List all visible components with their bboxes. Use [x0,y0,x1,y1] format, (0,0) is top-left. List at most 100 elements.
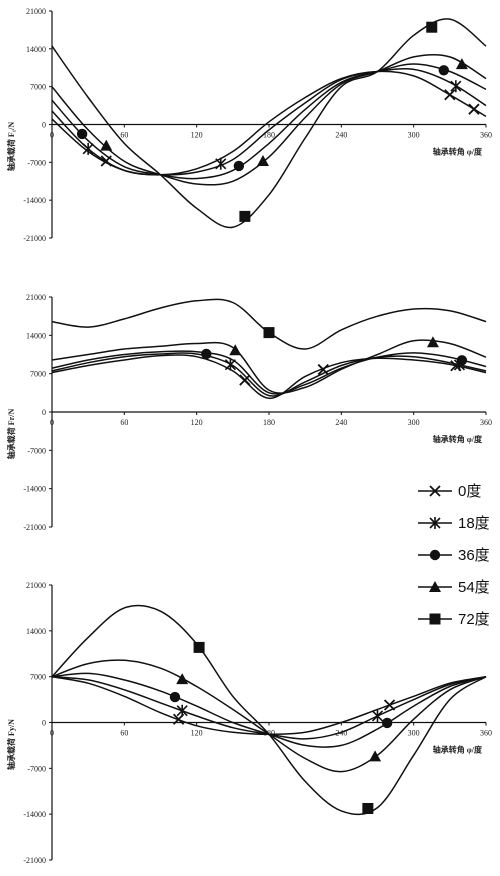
y-tick-label: -14000 [23,196,46,205]
y-tick-label: 7000 [30,370,46,379]
x-tick-label: 180 [263,418,275,427]
y-tick-label: -14000 [23,485,46,494]
x-tick-label: 240 [335,131,347,140]
series-marker-0 [444,89,456,101]
y-tick-label: -14000 [23,810,46,819]
legend-label: 0度 [458,483,481,500]
series-line-0 [51,354,487,400]
series-line-4 [51,604,487,816]
y-tick-label: -7000 [27,446,46,455]
y-tick-label: 14000 [26,627,46,636]
series-marker-1 [371,709,384,722]
legend-marker-icon [429,549,441,561]
x-tick-label: 60 [120,131,128,140]
legend-marker-icon [429,613,441,625]
series-marker-0 [317,363,329,376]
legend: 0度 18度 36度 54度 72度 [418,483,490,628]
series-marker-1 [215,157,227,170]
y-tick-label: 7000 [30,83,46,92]
x-tick-label: 60 [120,418,128,427]
x-axis-label: 轴承转角 φ/度 [433,745,483,755]
y-tick-label: -21000 [23,523,46,532]
x-tick-label: 180 [263,729,275,738]
legend-marker-icon [429,581,441,592]
series-line-4 [51,298,487,350]
series-marker-1 [176,704,188,717]
x-axis-label: 轴承转角 φ/度 [433,434,483,444]
legend-label: 54度 [458,579,490,596]
series-marker-1 [450,80,462,93]
y-tick-label: 21000 [26,7,46,16]
y-tick-label: -21000 [23,234,46,243]
x-tick-label: 180 [263,131,275,140]
x-tick-label: 240 [335,418,347,427]
series-line-1 [51,352,487,397]
series-marker-2 [201,348,212,360]
legend-marker-icon [429,485,441,497]
y-tick-label: -7000 [27,158,46,167]
legend-label: 72度 [458,611,490,628]
x-tick-label: 300 [408,729,420,738]
x-tick-label: 0 [50,729,54,738]
series-marker-3 [426,336,439,348]
series-marker-3 [455,58,468,70]
x-tick-label: 360 [480,729,492,738]
series-marker-3 [369,750,382,762]
series-marker-2 [233,160,245,172]
y-tick-label: 21000 [26,293,46,302]
series-marker-2 [381,717,393,729]
series-marker-4 [426,21,438,33]
series-marker-4 [263,327,275,339]
y-tick-label: 14000 [26,45,46,54]
x-tick-label: 60 [120,729,128,738]
series-marker-2 [76,128,88,140]
series-line-1 [51,67,487,176]
series-marker-0 [468,103,480,115]
legend-item: 0度 [418,483,481,500]
series-marker-0 [239,374,251,386]
x-tick-label: 360 [480,131,492,140]
x-tick-label: 0 [50,131,54,140]
y-tick-label: -21000 [23,856,46,865]
legend-item: 18度 [418,515,490,532]
series-marker-4 [239,210,251,222]
series-line-4 [51,18,487,229]
series-marker-4 [362,802,374,814]
chart-bearing-load-fy: -21000 -14000 -7000 0 7000 14000 21000 0 60 120 18… [6,581,492,865]
series-marker-2 [169,691,181,703]
y-axis-label: 轴承载荷 Fy/N [6,719,16,770]
series-marker-2 [438,65,450,76]
series-line-3 [51,53,487,186]
series-marker-3 [256,154,269,166]
legend-label: 18度 [458,515,490,532]
series-marker-3 [100,139,113,151]
legend-item: 54度 [418,579,490,596]
x-tick-label: 0 [50,418,54,427]
y-tick-label: 0 [42,719,46,728]
y-tick-label: 0 [42,121,46,130]
series-marker-3 [176,673,189,685]
y-tick-label: 7000 [30,673,46,682]
legend-item: 36度 [418,547,490,564]
x-tick-label: 360 [480,418,492,427]
series-marker-4 [193,641,205,653]
y-axis-label: 轴承载荷 F₁/N [6,122,16,172]
x-tick-label: 120 [191,418,203,427]
y-tick-label: 21000 [26,581,46,590]
legend-item: 72度 [418,611,490,628]
x-tick-label: 120 [191,729,203,738]
y-tick-label: 14000 [26,331,46,340]
y-axis-label: 轴承载荷 Fr/N [6,409,16,460]
series-line-2 [51,63,487,180]
series-line-0 [51,675,487,736]
series-marker-1 [82,142,94,155]
x-tick-label: 300 [408,131,420,140]
legend-marker-icon [429,517,441,529]
series-line-0 [51,70,487,176]
x-tick-label: 120 [191,131,203,140]
series-line-2 [51,350,487,395]
y-tick-label: -7000 [27,764,46,773]
legend-label: 36度 [458,547,490,564]
series-marker-2 [456,355,468,366]
